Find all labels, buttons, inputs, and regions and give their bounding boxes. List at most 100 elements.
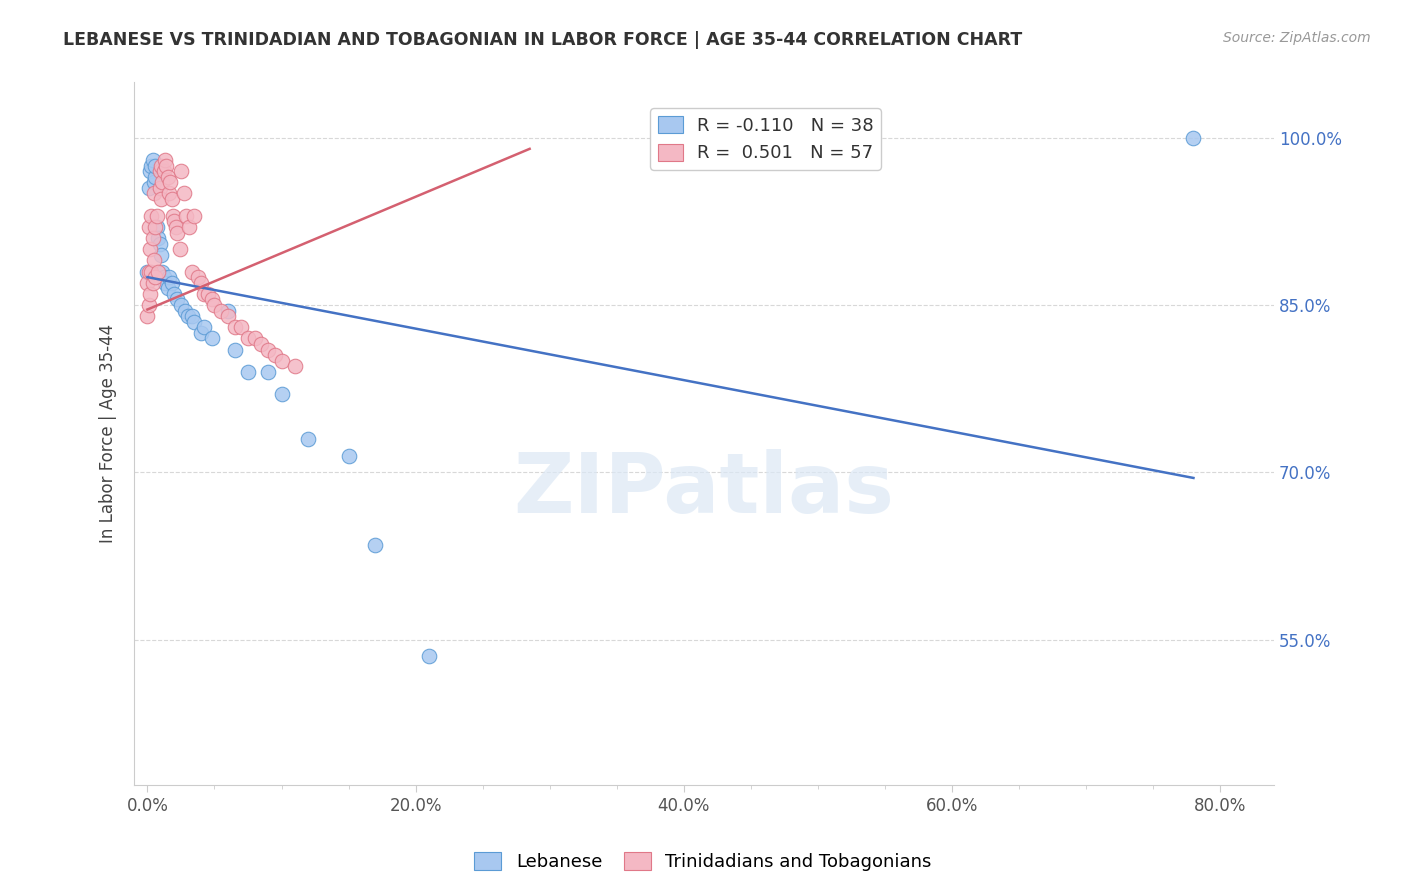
Point	[173, 186, 195, 201]
Point	[157, 270, 180, 285]
Point	[150, 175, 173, 189]
Point	[152, 164, 174, 178]
Point	[153, 153, 176, 167]
Point	[180, 264, 202, 278]
Point	[156, 169, 179, 184]
Point	[136, 264, 159, 278]
Point	[146, 231, 169, 245]
Legend: R = -0.110   N = 38, R =  0.501   N = 57: R = -0.110 N = 38, R = 0.501 N = 57	[651, 109, 882, 169]
Point	[270, 387, 292, 401]
Point	[224, 320, 246, 334]
Point	[143, 186, 166, 201]
Point	[163, 214, 186, 228]
Point	[146, 219, 169, 234]
Point	[162, 209, 184, 223]
Point	[146, 209, 169, 223]
Point	[160, 276, 183, 290]
Point	[204, 298, 226, 312]
Point	[183, 209, 205, 223]
Point	[165, 219, 187, 234]
Point	[224, 343, 246, 357]
Point	[141, 264, 163, 278]
Point	[297, 432, 319, 446]
Point	[193, 320, 215, 334]
Point	[148, 236, 170, 251]
Point	[190, 326, 212, 340]
Point	[257, 365, 280, 379]
Point	[138, 219, 160, 234]
Point	[138, 264, 160, 278]
Point	[217, 303, 239, 318]
Point	[149, 248, 172, 262]
Point	[197, 286, 219, 301]
Point	[170, 298, 193, 312]
Point	[139, 164, 162, 178]
Point	[176, 209, 198, 223]
Point	[337, 449, 360, 463]
Point	[138, 181, 160, 195]
Point	[236, 365, 259, 379]
Point	[145, 159, 167, 173]
Point	[193, 286, 215, 301]
Point	[263, 348, 285, 362]
Text: Source: ZipAtlas.com: Source: ZipAtlas.com	[1223, 31, 1371, 45]
Point	[180, 309, 202, 323]
Point	[364, 538, 387, 552]
Point	[160, 192, 183, 206]
Point	[166, 226, 188, 240]
Point	[166, 293, 188, 307]
Point	[257, 343, 280, 357]
Point	[201, 331, 224, 345]
Point	[217, 309, 239, 323]
Point	[159, 175, 181, 189]
Point	[153, 276, 176, 290]
Point	[169, 242, 191, 256]
Point	[163, 286, 186, 301]
Point	[148, 181, 170, 195]
Point	[152, 270, 174, 285]
Point	[138, 298, 160, 312]
Point	[142, 276, 165, 290]
Point	[270, 353, 292, 368]
Point	[145, 219, 167, 234]
Point	[190, 276, 212, 290]
Point	[157, 186, 180, 201]
Point	[243, 331, 266, 345]
Point	[145, 169, 167, 184]
Text: LEBANESE VS TRINIDADIAN AND TOBAGONIAN IN LABOR FORCE | AGE 35-44 CORRELATION CH: LEBANESE VS TRINIDADIAN AND TOBAGONIAN I…	[63, 31, 1022, 49]
Point	[231, 320, 253, 334]
Point	[170, 164, 193, 178]
Point	[250, 337, 273, 351]
Point	[149, 159, 172, 173]
Point	[187, 270, 209, 285]
Point	[139, 286, 162, 301]
Point	[150, 264, 173, 278]
Point	[174, 303, 197, 318]
Point	[141, 209, 163, 223]
Point	[177, 219, 200, 234]
Point	[236, 331, 259, 345]
Point	[142, 231, 165, 245]
Point	[146, 264, 169, 278]
Point	[145, 270, 167, 285]
Point	[141, 159, 163, 173]
Point	[139, 242, 162, 256]
Point	[148, 164, 170, 178]
Point	[201, 293, 224, 307]
Point	[183, 315, 205, 329]
Point	[142, 153, 165, 167]
Point	[1182, 130, 1205, 145]
Legend: Lebanese, Trinidadians and Tobagonians: Lebanese, Trinidadians and Tobagonians	[467, 846, 939, 879]
Point	[155, 159, 177, 173]
Point	[143, 253, 166, 268]
Point	[136, 276, 159, 290]
Point	[418, 649, 440, 664]
Point	[284, 359, 307, 374]
Point	[176, 309, 198, 323]
Point	[156, 281, 179, 295]
Point	[209, 303, 232, 318]
Y-axis label: In Labor Force | Age 35-44: In Labor Force | Age 35-44	[100, 324, 117, 543]
Point	[143, 175, 166, 189]
Point	[136, 309, 159, 323]
Point	[149, 192, 172, 206]
